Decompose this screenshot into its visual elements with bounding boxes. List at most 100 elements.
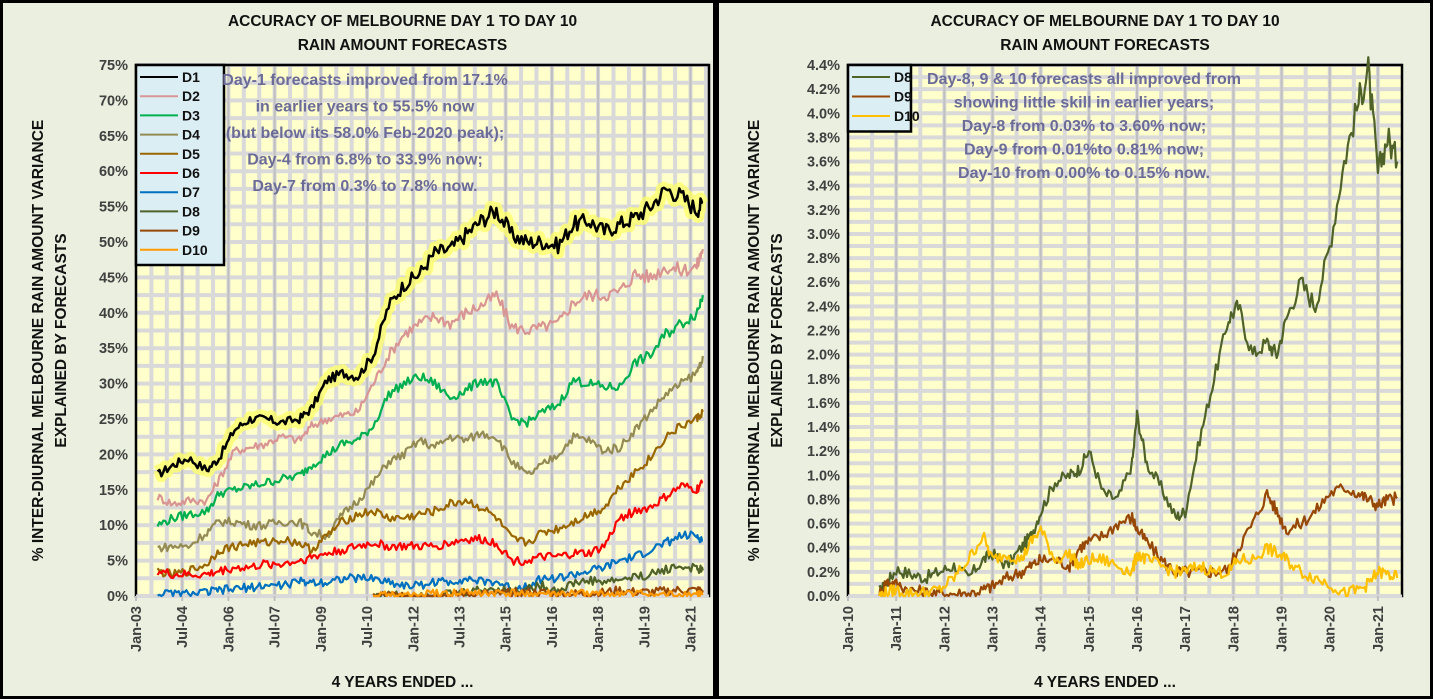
y-tick-label: 3.2% [807,203,840,219]
x-tick-label: Jan-21 [684,606,700,652]
annotation-line: Day-10 from 0.00% to 0.15% now. [958,165,1210,182]
y-tick-label: 75% [99,58,128,74]
legend-label-d9: D9 [894,89,912,105]
series-line-d5 [156,408,704,579]
y-tick-label: 20% [99,447,128,463]
x-tick-label: Jan-14 [1034,606,1050,652]
x-tick-label: Jul-19 [637,606,653,648]
x-tick-label: Jan-21 [1371,606,1387,652]
chart-right: ACCURACY OF MELBOURNE DAY 1 TO DAY 10 RAI… [746,13,1404,691]
series-line-d1 [156,186,704,478]
y-axis-label-line2: EXPLAINED BY FORECASTS [769,233,786,447]
series-line-d6 [156,479,704,580]
y-tick-label: 10% [99,518,128,534]
x-tick-label: Jul-16 [545,606,561,648]
y-tick-label: 0.6% [807,517,840,533]
legend-label-d5: D5 [182,146,200,162]
legend-label-d10: D10 [182,242,208,258]
legend-label-d4: D4 [182,127,200,143]
chart-left: ACCURACY OF MELBOURNE DAY 1 TO DAY 10 RAI… [30,13,711,691]
y-tick-label: 4.4% [807,58,840,74]
x-tick-label: Jan-12 [937,606,953,652]
chart-title-line: ACCURACY OF MELBOURNE DAY 1 TO DAY 10 [930,13,1279,30]
y-tick-label: 2.0% [807,348,840,364]
chart-panel-right: ACCURACY OF MELBOURNE DAY 1 TO DAY 10 RAI… [716,0,1433,699]
y-tick-label: 0.2% [807,565,840,581]
y-tick-label: 25% [99,412,128,428]
x-tick-label: Jan-18 [1226,606,1242,652]
y-tick-label: 45% [99,270,128,286]
y-tick-label: 2.2% [807,324,840,340]
x-tick-label: Jan-20 [1323,606,1339,652]
x-tick-label: Jan-18 [591,606,607,652]
annotation-line: Day-8 from 0.03% to 3.60% now; [962,118,1207,135]
y-tick-label: 3.0% [807,227,840,243]
y-tick-label: 70% [99,93,128,109]
legend-label-d6: D6 [182,165,200,181]
series-line-d4 [157,355,704,553]
series-line-d2 [156,248,704,507]
x-tick-label: Jul-07 [268,606,284,648]
y-axis-label-line1: % INTER-DIURNAL MELBOURNE RAIN AMOUNT VA… [746,120,763,561]
legend-label-d3: D3 [182,107,200,123]
y-tick-label: 0.8% [807,492,840,508]
y-tick-label: 5% [107,554,128,570]
annotation-line: in earlier years to 55.5% now [256,99,475,116]
y-tick-label: 40% [99,306,128,322]
legend-box [134,63,226,267]
y-axis-label-line2: EXPLAINED BY FORECASTS [53,233,70,447]
y-tick-label: 2.4% [807,299,840,315]
y-tick-label: 3.8% [807,130,840,146]
x-axis-label: 4 YEARS ENDED ... [332,674,474,691]
annotation-line: Day-1 forecasts improved from 17.1% [222,72,507,89]
chart-title-line: ACCURACY OF MELBOURNE DAY 1 TO DAY 10 [228,13,577,30]
y-tick-label: 3.4% [807,179,840,195]
x-tick-label: Jan-19 [1275,606,1291,652]
y-tick-label: 0% [107,589,128,605]
series-line-d10 [373,587,704,598]
series-line-d10 [878,525,1399,598]
annotation-line: Day-9 from 0.01%to 0.81% now; [964,142,1204,159]
legend-label-d7: D7 [182,184,200,200]
series-line-d9 [878,483,1398,598]
legend-label-d10: D10 [894,108,920,124]
y-tick-label: 60% [99,164,128,180]
annotation-line: Day-4 from 6.8% to 33.9% now; [247,152,483,169]
annotation-line: Day-7 from 0.3% to 7.8% now. [252,178,477,195]
legend-label-d8: D8 [894,69,912,85]
series-line-d9 [372,585,704,598]
y-tick-label: 3.6% [807,155,840,171]
y-tick-label: 55% [99,200,128,216]
x-tick-label: Jan-15 [499,606,515,652]
x-tick-label: Jan-03 [129,606,145,652]
x-tick-label: Jan-17 [1178,606,1194,652]
y-tick-label: 4.0% [807,106,840,122]
series-line-d3 [156,294,704,527]
y-tick-label: 65% [99,129,128,145]
legend-label-d2: D2 [182,88,200,104]
x-tick-label: Jan-13 [986,606,1002,652]
series-line-d8 [878,56,1399,597]
y-tick-label: 1.4% [807,420,840,436]
x-tick-label: Jan-09 [314,606,330,652]
y-tick-label: 4.2% [807,82,840,98]
chart-title-line: RAIN AMOUNT FORECASTS [298,37,508,54]
series-line-d7 [157,530,704,598]
y-tick-label: 2.8% [807,251,840,267]
y-tick-label: 1.6% [807,396,840,412]
x-tick-label: Jan-12 [406,606,422,652]
legend-label-d9: D9 [182,223,200,239]
y-tick-label: 0.4% [807,541,840,557]
x-tick-label: Jan-06 [221,606,237,652]
annotation-line: (but below its 58.0% Feb-2020 peak); [226,125,504,142]
y-axis-label-line1: % INTER-DIURNAL MELBOURNE RAIN AMOUNT VA… [30,120,47,561]
annotation-line: showing little skill in earlier years; [954,95,1215,112]
y-tick-label: 1.2% [807,444,840,460]
y-tick-label: 35% [99,341,128,357]
x-axis-label: 4 YEARS ENDED ... [1034,674,1176,691]
y-tick-label: 2.6% [807,275,840,291]
x-tick-label: Jul-04 [175,606,191,648]
y-tick-label: 1.8% [807,372,840,388]
y-tick-label: 0.0% [807,589,840,605]
chart-title-line: RAIN AMOUNT FORECASTS [1000,37,1210,54]
